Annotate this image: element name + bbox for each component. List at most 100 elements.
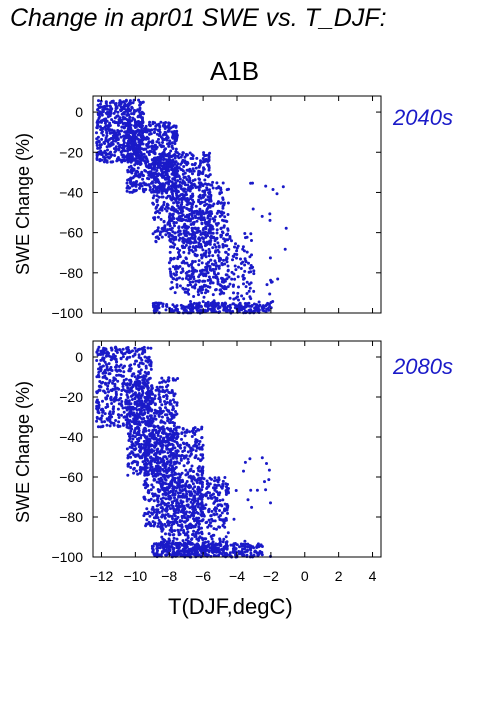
data-point (250, 253, 253, 257)
data-point (106, 368, 110, 372)
data-point (284, 226, 288, 230)
data-point (171, 212, 175, 216)
data-point (101, 424, 105, 428)
data-point (178, 445, 182, 449)
data-point (168, 227, 172, 231)
data-point (233, 264, 237, 268)
data-point (216, 480, 220, 484)
data-point (178, 177, 182, 181)
data-point (188, 468, 192, 472)
data-point (114, 145, 118, 149)
data-point (158, 143, 162, 147)
data-point (158, 187, 162, 191)
data-point (122, 112, 126, 116)
data-point (126, 134, 130, 138)
data-point (126, 147, 130, 150)
data-point (168, 267, 172, 271)
data-point (131, 437, 135, 441)
data-point (211, 293, 215, 297)
data-point (99, 102, 102, 106)
data-point (261, 307, 265, 311)
data-point (176, 179, 180, 183)
data-point (142, 446, 146, 449)
data-point (140, 116, 144, 120)
data-point (151, 232, 155, 236)
data-point (158, 166, 162, 169)
data-point (207, 213, 211, 217)
data-point (116, 141, 120, 145)
data-point (97, 388, 101, 392)
data-point (247, 261, 250, 265)
data-point (196, 457, 200, 461)
data-point (183, 308, 187, 312)
data-point (193, 525, 197, 529)
data-point (175, 403, 179, 407)
data-point (215, 186, 219, 190)
data-point (116, 407, 120, 411)
data-point (154, 444, 158, 447)
data-point (154, 175, 158, 179)
data-point (198, 170, 202, 174)
data-point (177, 156, 181, 160)
data-point (165, 176, 169, 180)
data-point (153, 308, 157, 311)
data-point (142, 174, 145, 178)
data-point (163, 127, 167, 130)
data-point (174, 432, 178, 436)
data-point (144, 422, 148, 426)
data-point (181, 269, 185, 273)
data-point (107, 415, 111, 419)
data-point (170, 530, 174, 534)
data-point (136, 472, 140, 476)
data-point (171, 533, 175, 537)
data-point (158, 161, 162, 165)
data-point (131, 182, 134, 186)
data-point (240, 307, 244, 311)
data-point (236, 275, 240, 279)
data-point (189, 223, 193, 226)
data-point (252, 289, 256, 293)
data-point (149, 346, 153, 350)
data-point (167, 235, 171, 238)
data-point (158, 152, 162, 156)
data-point (208, 218, 212, 221)
data-point (167, 495, 171, 499)
data-point (198, 184, 202, 187)
data-point (144, 124, 148, 128)
data-point (132, 447, 136, 451)
data-point (167, 501, 170, 505)
data-point (151, 432, 155, 436)
data-point (171, 521, 175, 524)
data-point (226, 304, 230, 308)
data-point (140, 393, 144, 397)
data-point (141, 134, 145, 138)
data-point (116, 110, 120, 114)
data-point (155, 160, 159, 164)
data-point (166, 486, 170, 490)
data-point (144, 391, 148, 395)
data-point (191, 250, 195, 254)
data-point (155, 198, 159, 202)
data-point (116, 121, 120, 125)
data-point (177, 494, 181, 498)
data-point (196, 229, 200, 233)
data-point (110, 153, 114, 157)
data-point (221, 231, 225, 235)
data-point (221, 540, 225, 544)
data-point (209, 258, 213, 262)
data-point (128, 452, 132, 456)
data-point (175, 129, 179, 133)
data-point (244, 259, 248, 263)
data-point (205, 186, 209, 190)
data-point (188, 515, 192, 519)
data-point (225, 277, 229, 281)
data-point (146, 473, 150, 477)
data-point (224, 250, 228, 254)
data-point (115, 373, 119, 377)
data-point (121, 115, 125, 119)
data-point (147, 151, 151, 155)
data-point (196, 492, 200, 496)
data-point (130, 105, 134, 109)
data-point (172, 209, 176, 212)
data-point (128, 158, 132, 162)
